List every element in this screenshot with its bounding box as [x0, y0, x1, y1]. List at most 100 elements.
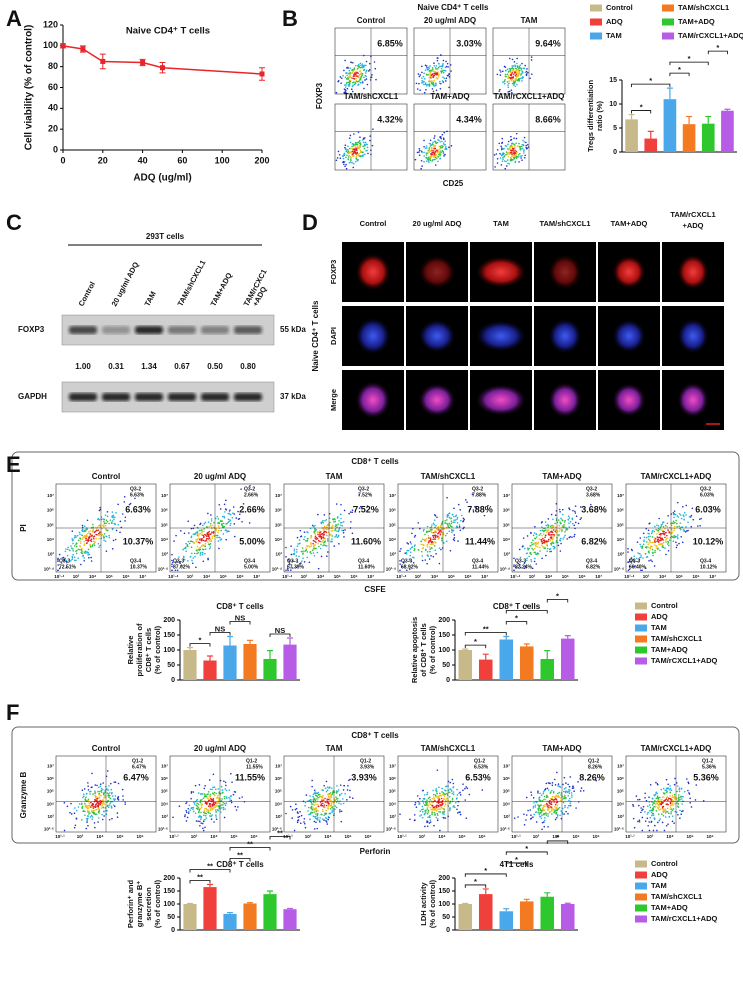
event-dot	[228, 510, 231, 513]
bar	[540, 659, 555, 680]
event-dot	[667, 549, 670, 552]
event-dot	[450, 528, 453, 531]
event-dot	[638, 820, 641, 823]
event-dot	[541, 537, 544, 540]
event-dot	[571, 536, 573, 538]
event-dot	[694, 799, 697, 801]
event-dot	[348, 69, 351, 72]
event-dot	[539, 546, 541, 549]
legend-swatch	[662, 18, 674, 26]
event-dot	[661, 544, 664, 547]
event-dot	[440, 65, 443, 67]
panel-frame	[11, 451, 740, 581]
event-dot	[335, 533, 338, 536]
flow-percent: 8.66%	[535, 114, 561, 124]
error-bar	[267, 890, 273, 895]
event-dot	[105, 522, 107, 525]
event-dot	[121, 513, 124, 515]
event-dot	[194, 533, 197, 535]
event-dot	[221, 520, 224, 522]
event-dot	[124, 520, 126, 522]
event-dot	[83, 802, 86, 805]
event-dot	[674, 513, 677, 516]
event-dot	[193, 524, 196, 527]
event-dot	[496, 73, 499, 76]
event-dot	[458, 525, 461, 528]
event-dot	[300, 814, 303, 817]
event-dot	[334, 520, 337, 523]
event-dot	[567, 518, 569, 521]
event-dot	[428, 76, 431, 79]
event-dot	[201, 551, 204, 554]
legend-label: Control	[606, 3, 633, 12]
event-dot	[354, 64, 357, 67]
event-dot	[209, 788, 212, 791]
event-dot	[683, 518, 685, 521]
event-dot	[527, 71, 529, 74]
bar	[625, 119, 638, 152]
event-dot	[75, 809, 78, 812]
event-dot	[562, 790, 565, 793]
event-dot	[321, 810, 324, 812]
event-dot	[92, 803, 95, 806]
event-dot	[301, 560, 303, 562]
event-dot	[673, 535, 675, 537]
event-dot	[552, 533, 554, 536]
event-dot	[423, 794, 426, 796]
event-dot	[335, 796, 337, 798]
event-dot	[571, 796, 573, 798]
event-dot	[420, 550, 423, 553]
event-dot	[93, 531, 96, 534]
event-dot	[523, 813, 525, 816]
event-dot	[669, 789, 671, 791]
event-dot	[512, 76, 515, 78]
event-dot	[357, 80, 360, 83]
event-dot	[637, 798, 639, 801]
significance-bracket	[464, 632, 507, 636]
event-dot	[654, 537, 657, 540]
significance-label: **	[277, 828, 283, 837]
event-dot	[425, 809, 427, 812]
event-dot	[106, 770, 109, 772]
event-dot	[551, 782, 554, 784]
event-dot	[352, 162, 355, 165]
event-dot	[439, 136, 442, 139]
event-dot	[508, 80, 511, 83]
event-dot	[679, 514, 682, 516]
flow-x-tick-label: 10³	[301, 574, 308, 579]
event-dot	[317, 805, 320, 808]
event-dot	[439, 80, 441, 83]
event-dot	[674, 802, 676, 805]
event-dot	[659, 549, 661, 552]
error-bar	[267, 650, 273, 659]
event-dot	[671, 820, 674, 823]
event-dot	[309, 818, 311, 821]
flow-y-tick-label: 10⁷	[275, 763, 282, 768]
event-dot	[667, 812, 670, 815]
error-bar	[227, 635, 233, 646]
event-dot	[571, 794, 573, 796]
significance-label: **	[483, 624, 489, 633]
event-dot	[216, 515, 219, 518]
event-dot	[554, 803, 557, 806]
event-dot	[409, 818, 411, 821]
event-dot	[645, 536, 648, 539]
y-axis-label: secretion	[144, 887, 153, 921]
chart-title: CD8⁺ T cells	[216, 602, 264, 611]
event-dot	[188, 810, 190, 813]
event-dot	[311, 779, 313, 782]
event-dot	[647, 546, 650, 549]
event-dot	[238, 797, 241, 799]
blot-title: 293T cells	[146, 232, 185, 241]
event-dot	[428, 156, 430, 159]
event-dot	[323, 514, 326, 516]
event-dot	[453, 534, 456, 536]
event-dot	[348, 779, 350, 782]
event-dot	[75, 817, 78, 820]
event-dot	[551, 813, 553, 815]
event-dot	[518, 145, 521, 148]
column-label: TAM/rCXCL1	[670, 210, 715, 219]
event-dot	[119, 531, 121, 534]
event-dot	[443, 810, 446, 813]
flow-x-label: CSFE	[364, 585, 386, 594]
